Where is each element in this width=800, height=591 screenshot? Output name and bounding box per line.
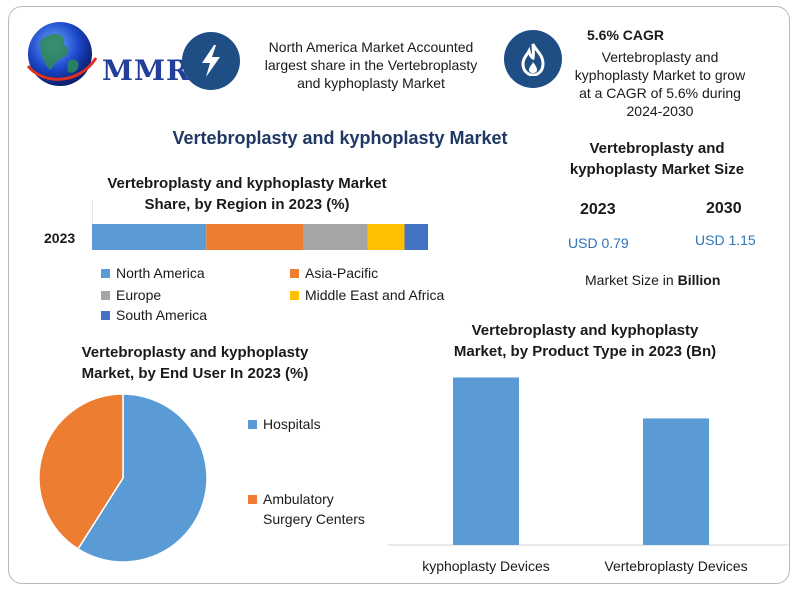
flame-icon <box>504 30 562 88</box>
cagr-line-3: at a CAGR of 5.6% during <box>579 85 741 101</box>
mmr-logo: MMR <box>22 14 189 104</box>
bar-segment-middle-east-and-africa <box>367 224 405 250</box>
enduser-chart-title-line-1: Vertebroplasty and kyphoplasty <box>81 344 309 361</box>
infographic-frame <box>8 6 790 584</box>
globe-icon <box>26 22 98 86</box>
year-2023-label: 2023 <box>580 201 616 218</box>
north-america-note: North America Market Accounted largest s… <box>246 38 496 92</box>
legend-swatch <box>101 310 110 320</box>
x-tick-label-vertebroplasty-devices: Vertebroplasty Devices <box>604 558 748 574</box>
north-america-line-3: and kyphoplasty Market <box>297 75 445 91</box>
product-chart-title-line-1: Vertebroplasty and kyphoplasty <box>471 322 699 339</box>
lightning-icon <box>182 32 240 90</box>
north-america-line-1: North America Market Accounted <box>268 39 474 55</box>
legend-swatch <box>248 419 257 429</box>
legend-line: Hospitals <box>248 414 321 434</box>
product-bar-chart <box>388 377 788 546</box>
legend-label: North America <box>116 265 205 281</box>
size-2030-value: USD 1.15 <box>695 232 756 248</box>
legend-swatch <box>248 515 257 524</box>
legend-swatch <box>101 290 110 300</box>
market-size-note: Market Size in Billion <box>585 272 720 288</box>
legend-swatch <box>101 268 110 278</box>
legend-item-hospitals: Hospitals <box>248 414 321 434</box>
cagr-line-1: Vertebroplasty and <box>601 49 719 65</box>
market-size-note-prefix: Market Size in <box>585 272 678 288</box>
north-america-line-2: largest share in the Vertebroplasty <box>264 57 478 73</box>
bar-segment-south-america <box>404 224 428 250</box>
main-title: Vertebroplasty and kyphoplasty Market <box>172 128 508 148</box>
legend-swatch <box>248 494 257 504</box>
legend-label: Ambulatory <box>263 491 334 507</box>
bar-kyphoplasty-devices <box>453 377 519 545</box>
enduser-chart-title-line-2: Market, by End User In 2023 (%) <box>81 365 309 382</box>
pie-slice-hospitals <box>76 393 208 563</box>
legend-item-north-america: North America <box>101 265 205 281</box>
legend-item-ambulatory-surgery-centers: Ambulatory Surgery Centers <box>248 489 365 529</box>
legend-item-asia-pacific: Asia-Pacific <box>290 265 378 281</box>
legend-swatch <box>290 268 299 278</box>
cagr-line-4: 2024-2030 <box>626 103 694 119</box>
product-chart-title: Vertebroplasty and kyphoplasty Market, b… <box>430 320 740 362</box>
bar-segment-asia-pacific <box>206 224 304 250</box>
market-size-title-line-1: Vertebroplasty and <box>589 140 725 157</box>
legend-item-europe: Europe <box>101 287 161 303</box>
legend-item-south-america: South America <box>101 307 207 323</box>
legend-label: Europe <box>116 287 162 303</box>
bar-segment-europe <box>303 224 368 250</box>
region-chart-title: Vertebroplasty and kyphoplasty Market Sh… <box>82 173 412 215</box>
product-chart-title-line-2: Market, by Product Type in 2023 (Bn) <box>453 343 717 360</box>
legend-label: Hospitals <box>263 416 321 432</box>
legend-item-middle-east-and-africa: Middle East and Africa <box>290 287 444 303</box>
size-2023-value: USD 0.79 <box>568 235 629 251</box>
legend-label: Surgery Centers <box>263 511 365 527</box>
enduser-pie-chart <box>38 393 208 563</box>
region-chart-title-line-1: Vertebroplasty and kyphoplasty Market <box>107 175 387 192</box>
cagr-line-2: kyphoplasty Market to grow <box>574 67 746 83</box>
cagr-note: Vertebroplasty and kyphoplasty Market to… <box>565 48 755 120</box>
logo-text: MMR <box>102 54 191 87</box>
legend-label: Asia-Pacific <box>305 265 379 281</box>
legend-label: South America <box>116 307 208 323</box>
region-stacked-bar <box>92 200 428 250</box>
legend-line: Surgery Centers <box>248 509 365 529</box>
legend-label: Middle East and Africa <box>305 287 445 303</box>
cagr-title: 5.6% CAGR <box>587 27 665 43</box>
legend-swatch <box>290 290 299 300</box>
market-size-title-line-2: kyphoplasty Market Size <box>569 161 745 178</box>
pie-slice-ambulatory-surgery-centers <box>38 393 124 550</box>
region-chart-title-line-2: Share, by Region in 2023 (%) <box>144 196 350 213</box>
bar-vertebroplasty-devices <box>643 418 709 545</box>
x-tick-label-kyphoplasty-devices: kyphoplasty Devices <box>422 558 550 574</box>
enduser-chart-title: Vertebroplasty and kyphoplasty Market, b… <box>40 342 350 384</box>
market-size-note-unit: Billion <box>677 272 721 288</box>
bar-segment-north-america <box>92 224 207 250</box>
legend-line: Ambulatory <box>248 489 365 509</box>
market-size-title: Vertebroplasty and kyphoplasty Market Si… <box>552 138 762 180</box>
year-2030-label: 2030 <box>706 200 742 217</box>
region-category-label: 2023 <box>44 230 76 246</box>
